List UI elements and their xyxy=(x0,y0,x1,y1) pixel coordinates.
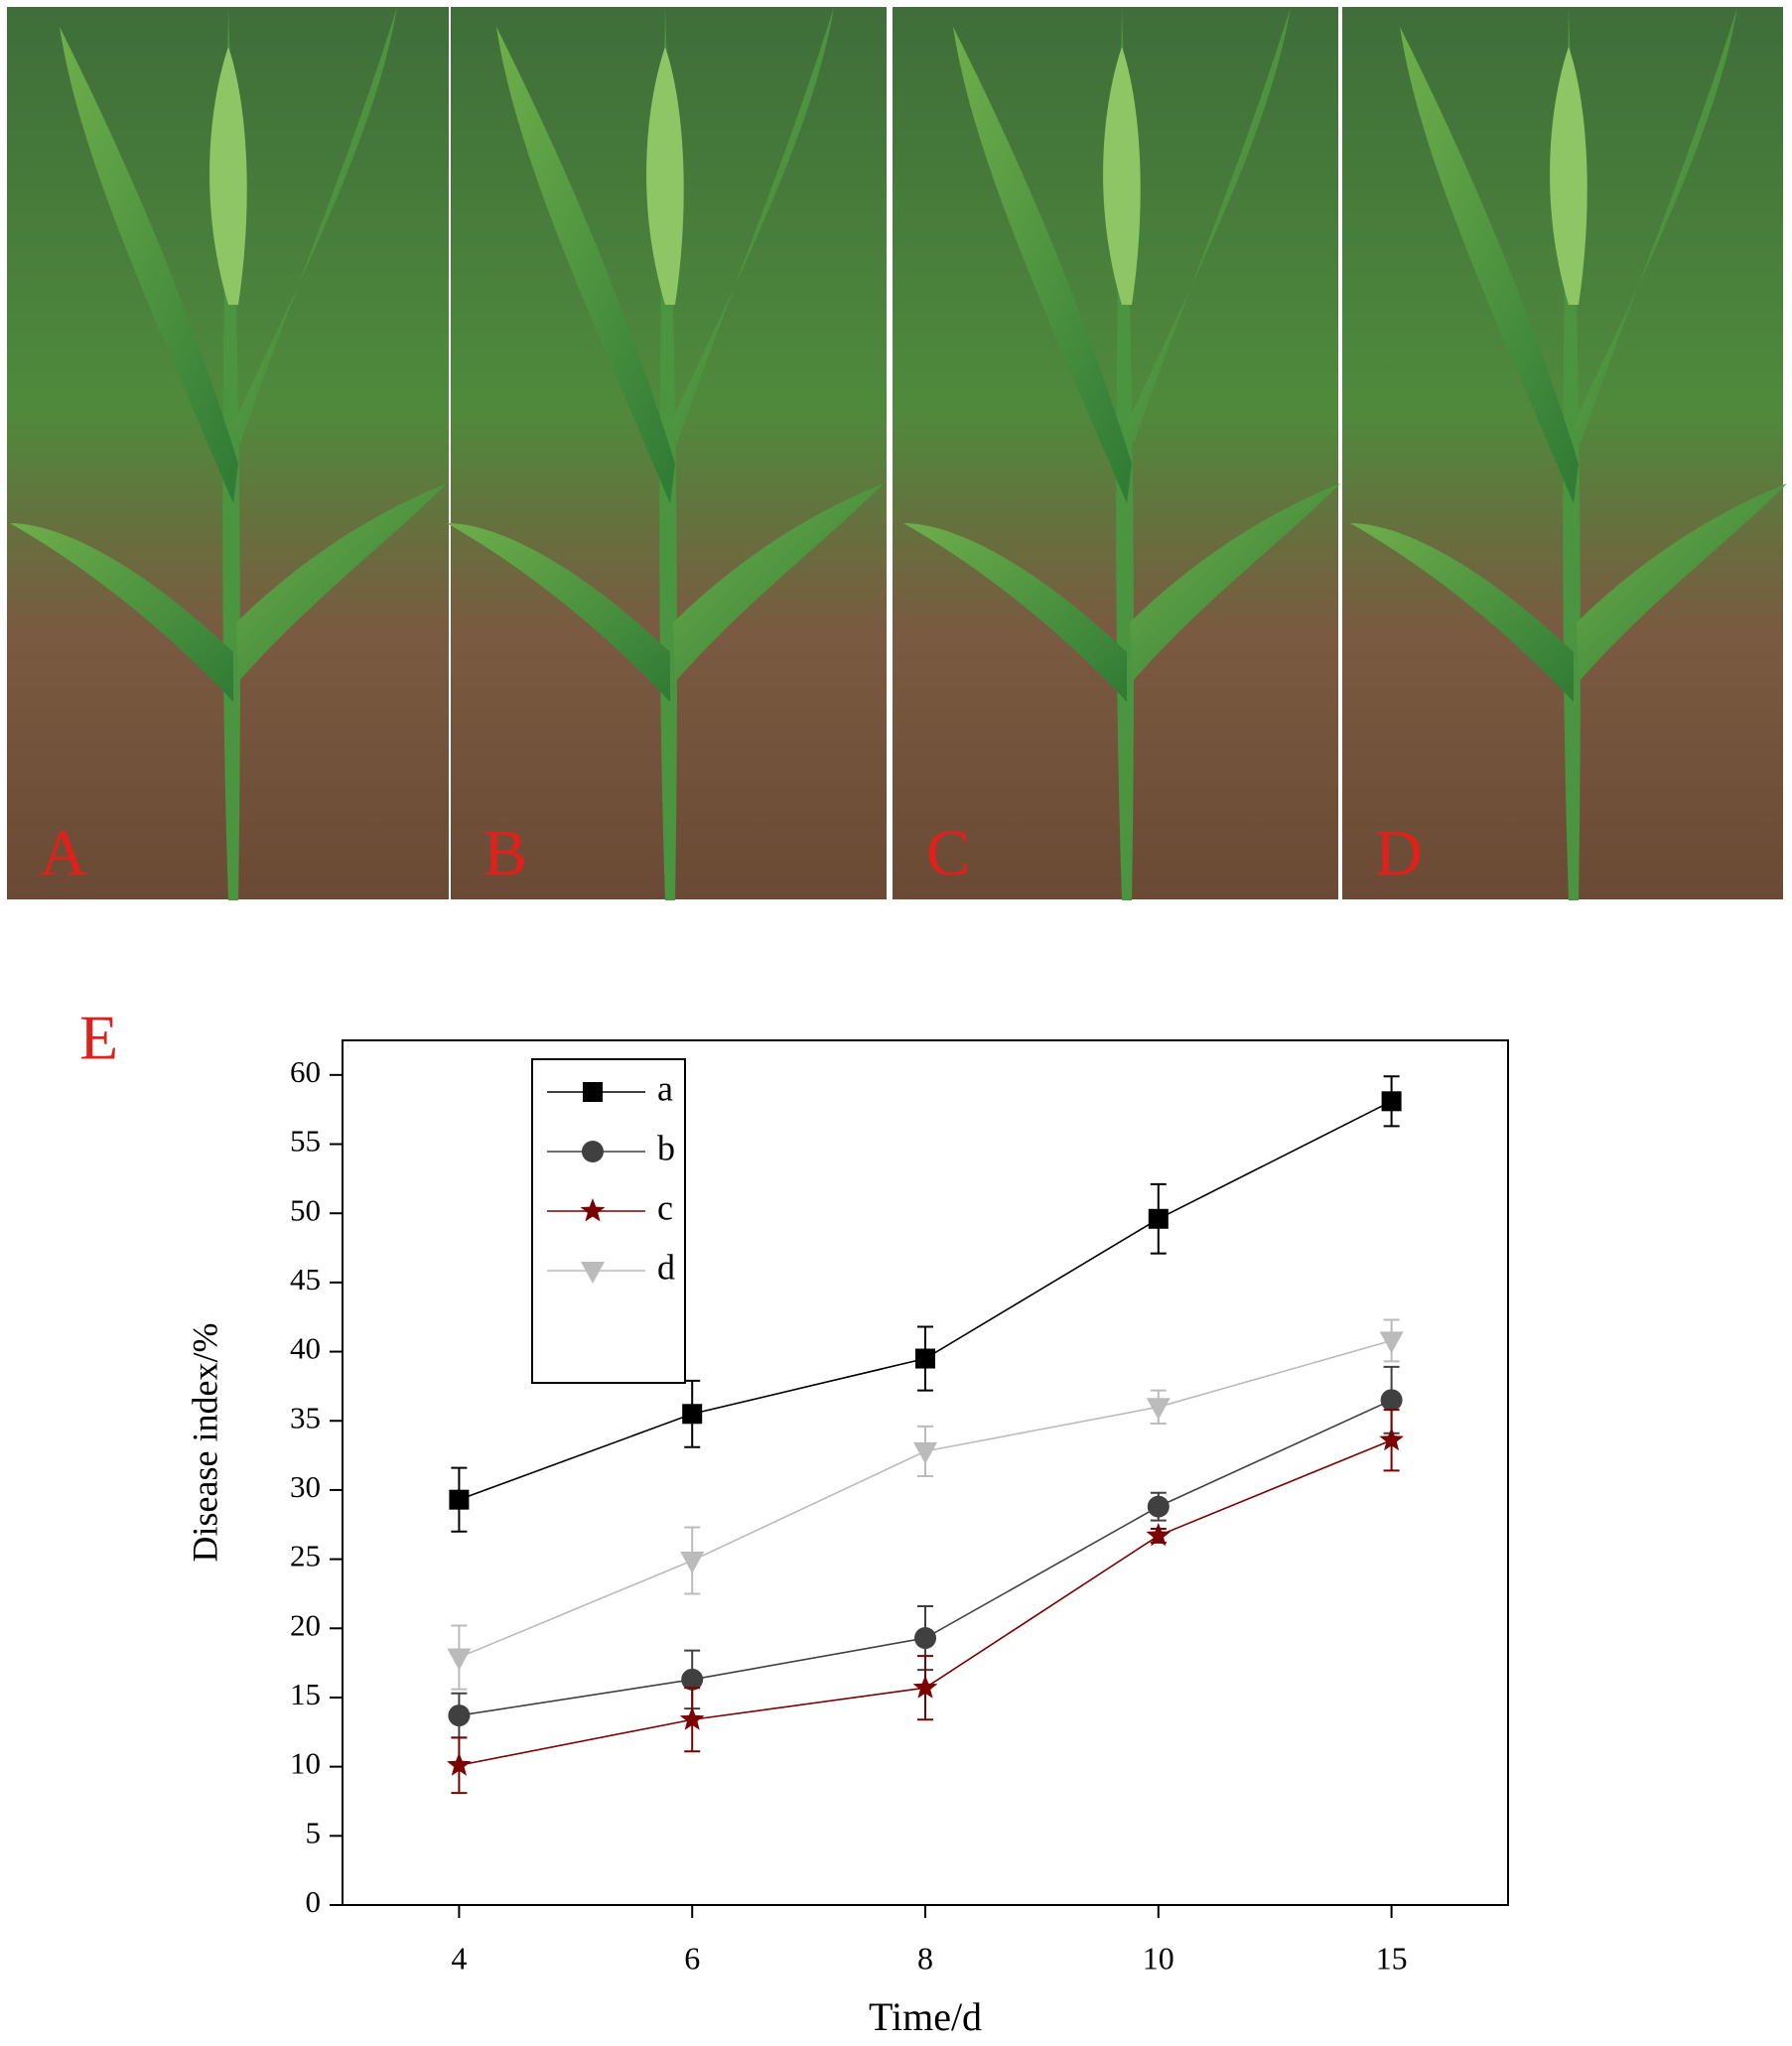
legend-label: b xyxy=(657,1128,675,1167)
y-tick-label: 50 xyxy=(290,1192,321,1227)
marker xyxy=(1147,1495,1170,1518)
marker xyxy=(681,1668,704,1691)
marker xyxy=(1379,1427,1404,1451)
marker xyxy=(449,1489,470,1510)
marker xyxy=(682,1404,703,1425)
photo-c: C xyxy=(893,7,1340,900)
y-tick-label: 30 xyxy=(290,1469,321,1504)
legend-box xyxy=(531,1058,686,1384)
marker xyxy=(912,1675,938,1699)
marker xyxy=(914,1627,936,1650)
y-tick-label: 60 xyxy=(290,1054,321,1089)
marker xyxy=(580,1198,606,1222)
chart-title: E xyxy=(79,1003,118,1073)
marker xyxy=(915,1348,935,1369)
panel-label: B xyxy=(483,817,527,889)
marker xyxy=(679,1706,705,1730)
photo-panels: A B C D xyxy=(7,7,1787,900)
legend-label: d xyxy=(657,1247,675,1287)
y-tick-label: 15 xyxy=(290,1677,321,1711)
marker xyxy=(581,1262,605,1284)
x-axis-label: Time/d xyxy=(869,1994,982,2039)
y-tick-label: 35 xyxy=(290,1400,321,1434)
marker xyxy=(447,1752,472,1776)
marker xyxy=(447,1648,472,1671)
marker xyxy=(1379,1331,1404,1354)
photo-b: B xyxy=(447,7,887,900)
marker xyxy=(1380,1389,1403,1412)
y-axis-label: Disease index/% xyxy=(185,1323,224,1563)
photo-a: A xyxy=(7,7,449,900)
legend-label: a xyxy=(657,1068,673,1108)
marker xyxy=(1146,1522,1172,1547)
panel-label: C xyxy=(926,817,970,889)
y-tick-label: 40 xyxy=(290,1331,321,1366)
panel-label: D xyxy=(1375,817,1423,889)
x-tick-label: 6 xyxy=(684,1940,700,1976)
y-tick-label: 45 xyxy=(290,1262,321,1296)
y-tick-label: 55 xyxy=(290,1124,321,1159)
y-tick-label: 5 xyxy=(306,1815,322,1849)
marker xyxy=(1146,1398,1171,1421)
marker xyxy=(582,1141,604,1162)
marker xyxy=(913,1441,937,1464)
x-tick-label: 4 xyxy=(451,1940,467,1976)
y-tick-label: 10 xyxy=(290,1746,321,1781)
y-tick-label: 20 xyxy=(290,1607,321,1642)
y-tick-label: 25 xyxy=(290,1539,321,1573)
marker xyxy=(448,1705,471,1727)
x-tick-label: 10 xyxy=(1143,1940,1174,1976)
x-tick-label: 8 xyxy=(917,1940,933,1976)
panel-label: A xyxy=(40,817,87,889)
photo-d: D xyxy=(1342,7,1787,900)
marker xyxy=(1148,1208,1169,1229)
marker xyxy=(583,1082,603,1102)
y-tick-label: 0 xyxy=(306,1884,322,1919)
marker xyxy=(680,1551,705,1573)
legend-label: c xyxy=(657,1187,673,1227)
marker xyxy=(1381,1091,1402,1112)
x-tick-label: 15 xyxy=(1376,1940,1408,1976)
